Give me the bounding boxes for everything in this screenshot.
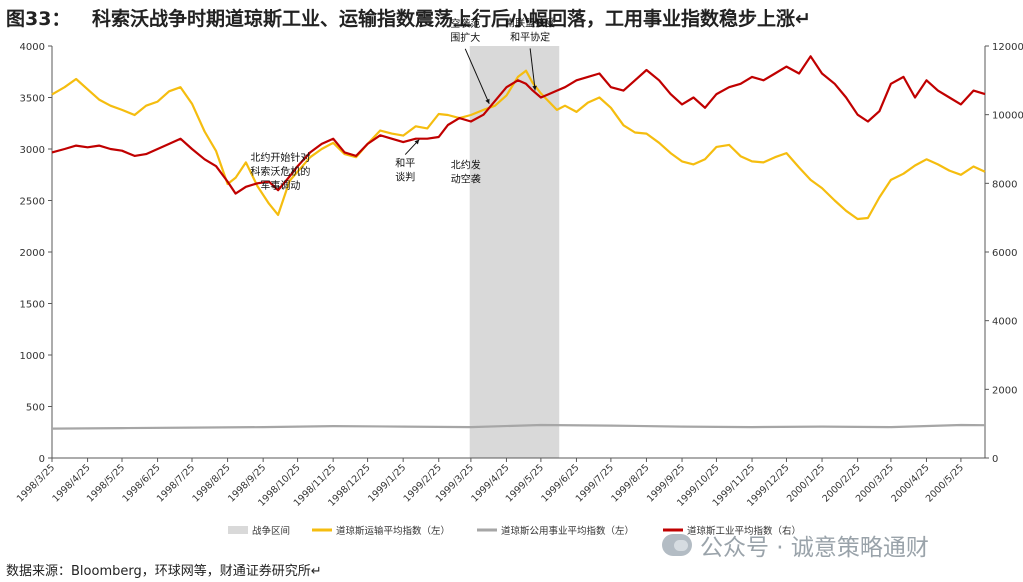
watermark: 公众号 · 诚意策略通财 bbox=[662, 528, 929, 562]
left-tick-label: 0 bbox=[39, 454, 45, 465]
left-tick-label: 2000 bbox=[20, 248, 45, 259]
legend-label: 战争区间 bbox=[252, 525, 290, 537]
annotation-text: 北约开始针对 bbox=[250, 151, 310, 164]
series-line-transport bbox=[51, 69, 986, 221]
annotation-text: 和平协定 bbox=[510, 30, 550, 43]
war-period-band bbox=[469, 46, 560, 458]
left-tick-label: 1500 bbox=[20, 300, 45, 311]
right-tick-label: 8000 bbox=[992, 179, 1017, 190]
series-line-utility bbox=[51, 423, 986, 430]
annotation-text: 和平 bbox=[395, 158, 415, 170]
legend-label: 道琼斯公用事业平均指数（左） bbox=[501, 525, 634, 537]
wechat-icon bbox=[662, 534, 692, 556]
legend-item-2: 道琼斯公用事业平均指数（左） bbox=[477, 525, 634, 537]
series-line-industrial bbox=[51, 55, 986, 195]
right-tick-label: 2000 bbox=[992, 385, 1017, 396]
right-tick-label: 4000 bbox=[992, 317, 1017, 328]
legend-item-1: 道琼斯运输平均指数（左） bbox=[312, 525, 450, 537]
right-tick-label: 10000 bbox=[992, 111, 1023, 122]
left-tick-label: 2500 bbox=[20, 197, 45, 208]
figure-title: 科索沃战争时期道琼斯工业、运输指数震荡上行后小幅回落，工用事业指数稳步上涨↵ bbox=[92, 8, 811, 30]
legend-swatch bbox=[228, 526, 248, 534]
left-tick-label: 3000 bbox=[20, 145, 45, 156]
annotation-arrow bbox=[529, 48, 536, 91]
right-tick-label: 12000 bbox=[992, 42, 1023, 53]
annotation-text: 空袭范 bbox=[450, 17, 480, 30]
annotation-arrowhead bbox=[414, 139, 420, 145]
annotation-text: 动空袭 bbox=[451, 172, 481, 185]
left-tick-label: 500 bbox=[26, 403, 45, 414]
chart-title: 图33： 科索沃战争时期道琼斯工业、运输指数震荡上行后小幅回落，工用事业指数稳步上… bbox=[6, 4, 1016, 34]
annotation-text: 南联盟接受 bbox=[505, 16, 555, 29]
legend-item-3: 道琼斯工业平均指数（右） bbox=[663, 525, 801, 537]
legend-label: 道琼斯运输平均指数（左） bbox=[336, 525, 450, 537]
annotation-arrowhead bbox=[485, 98, 490, 104]
left-tick-label: 3500 bbox=[20, 94, 45, 105]
legend-label: 道琼斯工业平均指数（右） bbox=[687, 525, 801, 537]
watermark-text: 公众号 · 诚意策略通财 bbox=[700, 535, 929, 561]
left-tick-label: 4000 bbox=[20, 42, 45, 53]
legend-item-0: 战争区间 bbox=[228, 525, 290, 537]
annotation-text: 围扩大 bbox=[450, 31, 480, 44]
annotation-arrowhead bbox=[532, 85, 537, 91]
annotation-arrow bbox=[464, 48, 490, 105]
annotation-text: 谈判 bbox=[395, 171, 415, 184]
annotation-text: 军事调动 bbox=[260, 179, 300, 192]
right-tick-label: 0 bbox=[992, 454, 998, 465]
data-source: 数据来源：Bloomberg，环球网等，财通证券研究所↵ bbox=[6, 564, 322, 579]
chart: 0 500 1000 1500 2000 2500 3000 3500 4000 0 2000 400… bbox=[15, 16, 1023, 537]
left-tick-label: 1000 bbox=[20, 351, 45, 362]
annotation-text: 北约发 bbox=[451, 158, 481, 171]
annotation-text: 科索沃危机的 bbox=[250, 165, 310, 178]
figure-number: 图33： bbox=[6, 8, 71, 30]
right-tick-label: 6000 bbox=[992, 248, 1017, 259]
